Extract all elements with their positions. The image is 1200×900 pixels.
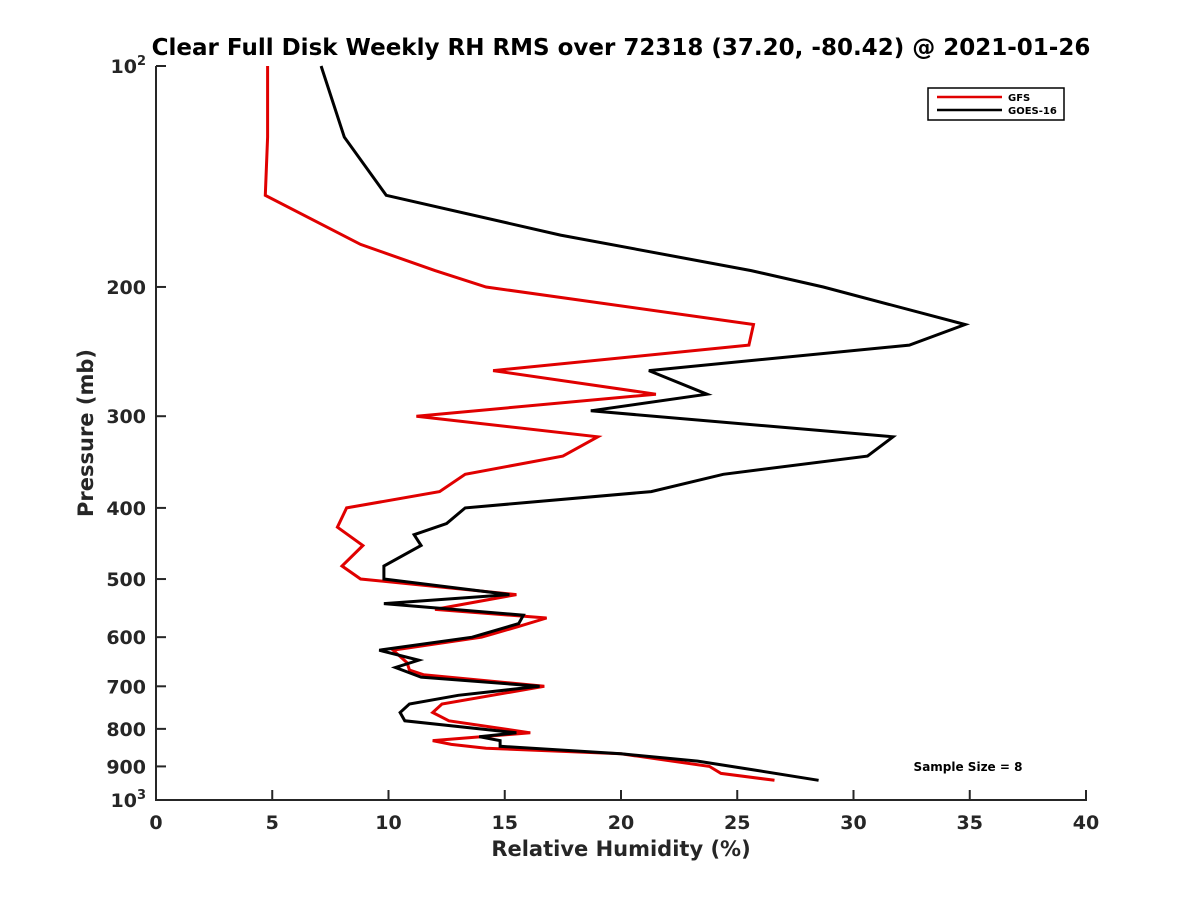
y-tick-label: 103 [111,788,147,812]
y-tick-label: 600 [106,627,146,649]
y-tick-label: 900 [106,756,146,778]
sample-size-annotation: Sample Size = 8 [914,760,1023,774]
y-tick-label: 300 [106,406,146,428]
legend-box [927,87,1065,121]
x-tick-label: 20 [608,812,634,834]
x-tick-label: 15 [492,812,518,834]
y-ticks: 102 200 300 400 500 600 700 800 900 103 [106,54,166,812]
legend: GFS GOES-16 [927,87,1065,121]
x-tick-label: 0 [149,812,162,834]
y-tick-label: 400 [106,498,146,520]
y-tick-label: 700 [106,676,146,698]
chart-title: Clear Full Disk Weekly RH RMS over 72318… [152,35,1091,61]
y-tick-label: 102 [111,54,147,78]
legend-label-gfs: GFS [1008,93,1030,104]
y-tick-label: 800 [106,719,146,741]
axes-layer [155,66,1087,801]
x-tick-label: 40 [1073,812,1099,834]
x-tick-label: 5 [266,812,279,834]
series-layer [263,65,971,782]
x-ticks: 0 5 10 15 20 25 30 35 40 [149,790,1099,834]
x-tick-label: 10 [375,812,401,834]
legend-label-goes16: GOES-16 [1008,106,1057,117]
x-tick-label: 35 [957,812,983,834]
x-tick-label: 25 [724,812,750,834]
series-line-goes16 [319,65,971,782]
x-axis-label: Relative Humidity (%) [491,837,750,861]
y-tick-label: 200 [106,277,146,299]
y-tick-label: 500 [106,569,146,591]
y-axis-label: Pressure (mb) [74,349,98,517]
series-line-gfs [263,66,775,782]
x-tick-label: 30 [840,812,866,834]
